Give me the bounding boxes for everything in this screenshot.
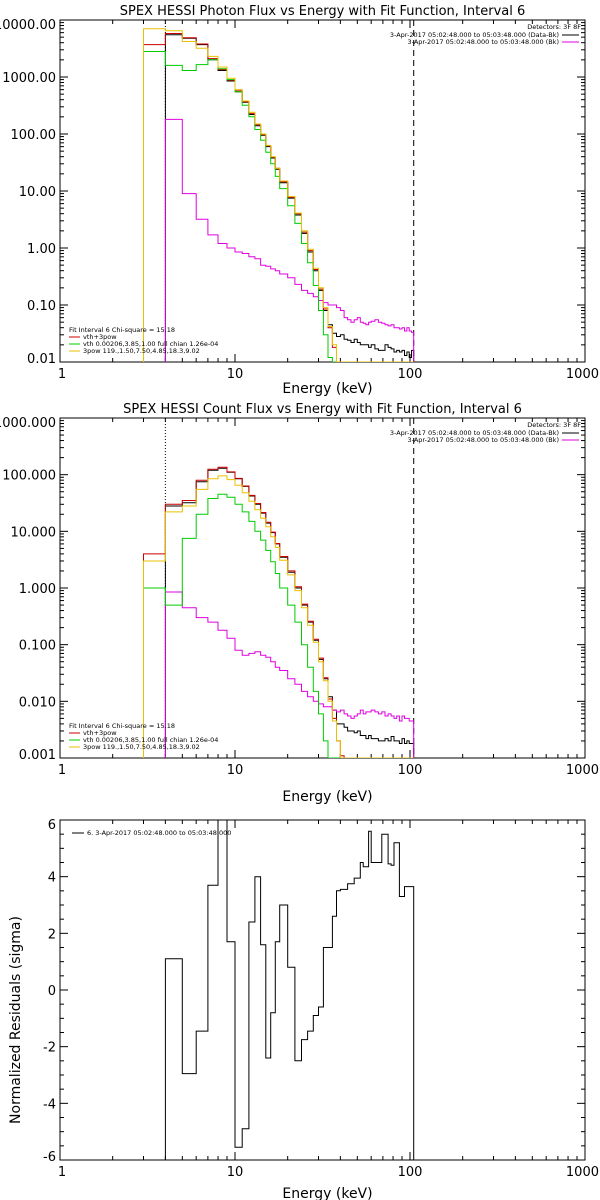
legend-entry: vth 0.00206,3.85,1.00 full chian 1.26e-0… [83,340,218,348]
y-tick-label: 10.000 [11,525,57,540]
plot-frame [59,417,586,759]
x-tick-label: 100 [398,367,423,382]
x-tick-label: 100 [398,1165,423,1180]
x-tick-label: 1 [58,367,66,382]
y-tick-label: -4 [43,1097,56,1112]
plot-frame [59,819,586,1161]
x-tick-label: 1000 [566,763,599,778]
legend-detectors: Detectors: 3F 8F [527,421,581,429]
legend-fit-info: Fit Interval 6 Chi-square = 15.18 [69,326,175,334]
x-tick-label: 1000 [566,1165,599,1180]
legend-entry: vth+3pow [83,333,117,341]
plot-area [164,820,415,1160]
y-tick-label: -2 [43,1041,56,1056]
chart-title: SPEX HESSI Count Flux vs Energy with Fit… [123,402,522,417]
y-tick-label: 6 [48,818,56,833]
x-tick-label: 1 [58,763,66,778]
legend-entry: 3-Apr-2017 05:02:48.000 to 05:03:48.000 … [408,38,559,46]
y-tick-label: 1.00 [27,242,56,257]
y-tick-label: 1000.00 [2,71,56,86]
y-tick-label: 10.00 [19,185,56,200]
y-axis-label: Normalized Residuals (sigma) [8,916,24,1124]
legend-entry: 3-Apr-2017 05:02:48.000 to 05:03:48.000 … [390,429,559,437]
y-tick-label: 0.100 [19,639,56,654]
y-tick-label: 0.001 [19,748,56,763]
x-tick-label: 10 [227,367,244,382]
y-tick-label: 10000.00 [0,18,56,33]
x-tick-label: 1000 [566,367,599,382]
y-tick-label: 0.010 [19,695,56,710]
y-tick-label: 1.000 [19,582,56,597]
legend-entry: 6. 3-Apr-2017 05:02:48.000 to 05:03:48.0… [87,829,231,837]
y-tick-label: 1000.000 [0,416,56,431]
x-axis-label: Energy (keV) [282,789,372,805]
legend-residuals: 6. 3-Apr-2017 05:02:48.000 to 05:03:48.0… [72,829,231,837]
x-tick-label: 100 [398,763,423,778]
legend-top-right: Detectors: 3F 8F3-Apr-2017 05:02:48.000 … [390,23,581,46]
legend-bottom-left: Fit Interval 6 Chi-square = 15.18vth+3po… [69,722,218,751]
series-bk [164,118,415,362]
x-tick-label: 1 [58,1165,66,1180]
series-residual [164,820,415,1160]
series-bk [164,591,415,758]
x-tick-label: 10 [227,1165,244,1180]
y-tick-label: 100.000 [2,469,56,484]
x-axis-label: Energy (keV) [282,1186,372,1200]
legend-entry: 3-Apr-2017 05:02:48.000 to 05:03:48.000 … [408,436,559,444]
legend-detectors: Detectors: 3F 8F [527,23,581,31]
legend-entry: 3-Apr-2017 05:02:48.000 to 05:03:48.000 … [390,31,559,39]
series-data-bk [164,34,415,362]
x-axis-label: Energy (keV) [282,381,372,397]
chart-title: SPEX HESSI Photon Flux vs Energy with Fi… [120,4,526,19]
y-tick-label: -6 [43,1150,56,1165]
legend-entry: 3pow 119.,1.50,7.50,4.85,18.3,9.02 [83,743,200,751]
series-vth [143,493,414,758]
y-tick-label: 4 [48,871,56,886]
legend-entry: vth+3pow [83,729,117,737]
y-tick-label: 2 [48,927,56,942]
legend-entry: vth 0.00206,3.85,1.00 full chian 1.26e-0… [83,736,218,744]
series-3pow [143,475,414,758]
series-3pow [143,28,414,362]
series-vth-3pow [143,466,414,758]
chart-panel-2: 1 10 100 1000 0.001 0.010 0.100 1.000 10.000 100.… [0,402,599,805]
y-tick-label: 0 [48,984,56,999]
chart-panel-1: 1 10 100 1000 0.01 0.10 1.00 10.00 100.00 1000.00… [0,4,599,397]
y-tick-label: 100.00 [11,128,57,143]
legend-entry: 3pow 119.,1.50,7.50,4.85,18.3,9.02 [83,347,200,355]
y-tick-label: 0.10 [27,299,56,314]
chart-panel-3: 1 10 100 1000 -6 -4 -2 0 2 4 6 Energy (keV) Normaliz… [8,818,599,1200]
plot-area [143,466,415,758]
legend-fit-info: Fit Interval 6 Chi-square = 15.18 [69,722,175,730]
legend-bottom-left: Fit Interval 6 Chi-square = 15.18vth+3po… [69,326,218,355]
x-tick-label: 10 [227,763,244,778]
y-tick-label: 0.01 [27,352,56,367]
legend-top-right: Detectors: 3F 8F3-Apr-2017 05:02:48.000 … [390,421,581,444]
plot-area [143,28,415,362]
series-vth-3pow [143,33,414,362]
series-vth [143,51,414,362]
series-data-bk [164,467,415,758]
